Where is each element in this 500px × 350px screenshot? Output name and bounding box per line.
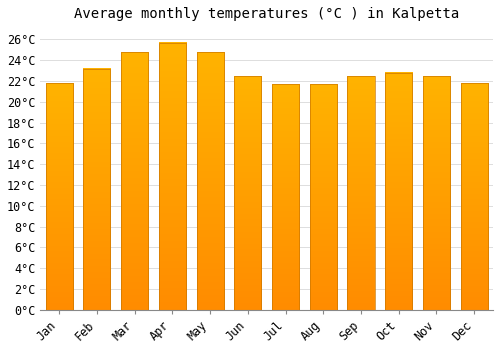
Bar bbox=[272, 84, 299, 310]
Bar bbox=[121, 52, 148, 310]
Bar bbox=[84, 69, 110, 310]
Title: Average monthly temperatures (°C ) in Kalpetta: Average monthly temperatures (°C ) in Ka… bbox=[74, 7, 460, 21]
Bar bbox=[385, 73, 412, 310]
Bar bbox=[234, 76, 262, 310]
Bar bbox=[310, 84, 337, 310]
Bar bbox=[423, 76, 450, 310]
Bar bbox=[196, 52, 224, 310]
Bar bbox=[159, 43, 186, 310]
Bar bbox=[46, 83, 73, 310]
Bar bbox=[348, 76, 374, 310]
Bar bbox=[460, 83, 488, 310]
